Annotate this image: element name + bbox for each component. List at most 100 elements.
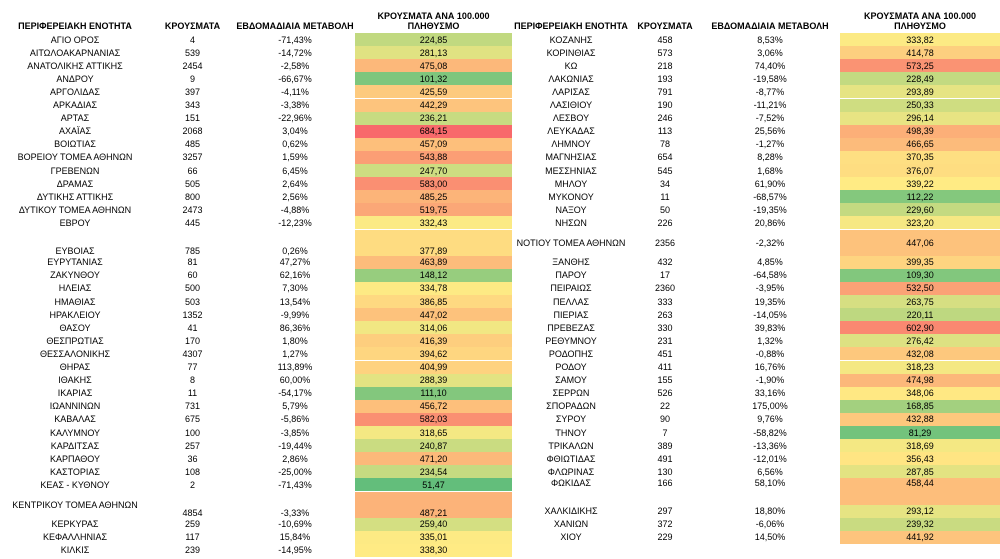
cases-per-100k: 168,85 bbox=[840, 399, 1000, 413]
cases: 9 bbox=[189, 73, 195, 84]
region-name: ΗΡΑΚΛΕΙΟΥ bbox=[49, 309, 101, 320]
weekly-change: 15,84% bbox=[279, 532, 311, 543]
cases-per-100k: 259,40 bbox=[355, 517, 512, 531]
cases: 41 bbox=[187, 322, 198, 333]
cases-per-100k: 263,75 bbox=[840, 295, 1000, 309]
region-name: ΠΕΛΛΑΣ bbox=[552, 296, 590, 307]
cases-per-100k: 228,49 bbox=[840, 72, 1000, 86]
weekly-change: 60,00% bbox=[279, 375, 311, 386]
weekly-change: 3,04% bbox=[282, 126, 308, 137]
cases: 397 bbox=[184, 86, 201, 97]
region-name: ΜΗΛΟΥ bbox=[554, 178, 588, 189]
region-name: ΧΑΝΙΩΝ bbox=[553, 519, 589, 530]
region-name: ΔΡΑΜΑΣ bbox=[56, 178, 94, 189]
weekly-change: 1,27% bbox=[282, 348, 308, 359]
cases-per-100k: 519,75 bbox=[355, 203, 512, 217]
region-name: ΧΙΟΥ bbox=[560, 532, 582, 543]
cases: 2356 bbox=[654, 237, 676, 248]
region-name: ΠΑΡΟΥ bbox=[555, 270, 587, 281]
cases-per-100k: 441,92 bbox=[840, 530, 1000, 544]
cases-per-100k: 532,50 bbox=[840, 281, 1000, 295]
weekly-change: -68,57% bbox=[753, 191, 787, 202]
region-name: ΚΕΑΣ - ΚΥΘΝΟΥ bbox=[40, 479, 110, 490]
region-name: ΣΕΡΡΩΝ bbox=[552, 388, 590, 399]
region-name: ΣΥΡΟΥ bbox=[555, 414, 587, 425]
region-name: ΛΑΣΙΘΙΟΥ bbox=[549, 100, 593, 111]
cases: 100 bbox=[184, 427, 201, 438]
weekly-change: -2,32% bbox=[755, 237, 785, 248]
column-header: ΕΒΔΟΜΑΔΙΑΙΑ ΜΕΤΑΒΟΛΗ bbox=[711, 21, 829, 31]
cases-per-100k: 583,00 bbox=[355, 177, 512, 191]
cases: 117 bbox=[185, 532, 200, 543]
region-name: ΜΑΓΝΗΣΙΑΣ bbox=[545, 152, 597, 163]
weekly-change: 62,16% bbox=[279, 270, 311, 281]
region-name: ΚΑΡΔΙΤΣΑΣ bbox=[50, 440, 100, 451]
region-name: ΘΕΣΣΑΛΟΝΙΚΗΣ bbox=[39, 348, 111, 359]
cases-per-100k: 220,11 bbox=[840, 308, 1000, 322]
region-name: ΓΡΕΒΕΝΩΝ bbox=[50, 165, 100, 176]
column-header: ΚΡΟΥΣΜΑΤΑ ΑΝΑ 100.000 ΠΛΗΘΥΣΜΟ bbox=[864, 11, 976, 31]
cases-per-100k: 432,88 bbox=[840, 412, 1000, 426]
weekly-change: -10,69% bbox=[278, 519, 312, 530]
cases: 675 bbox=[184, 414, 201, 425]
cases-per-100k: 447,06 bbox=[840, 229, 1000, 256]
cases-per-100k: 485,25 bbox=[355, 190, 512, 204]
cases: 2360 bbox=[654, 283, 676, 294]
region-name: ΕΥΡΥΤΑΝΙΑΣ bbox=[47, 257, 103, 268]
cases-per-100k: 318,23 bbox=[840, 360, 1000, 374]
cases-per-100k: 229,60 bbox=[840, 203, 1000, 217]
weekly-change: -22,96% bbox=[278, 113, 312, 124]
weekly-change: -7,52% bbox=[755, 113, 785, 124]
region-name: ΘΗΡΑΣ bbox=[59, 362, 91, 373]
cases-per-100k: 318,69 bbox=[840, 439, 1000, 453]
cases-per-100k: 111,10 bbox=[355, 386, 512, 400]
region-name: ΚΑΒΑΛΑΣ bbox=[54, 414, 96, 425]
weekly-change: 175,00% bbox=[752, 401, 788, 412]
weekly-change: 2,56% bbox=[282, 191, 308, 202]
weekly-change: -8,77% bbox=[755, 86, 785, 97]
cases-per-100k: 543,88 bbox=[355, 150, 512, 164]
region-name: ΣΠΟΡΑΔΩΝ bbox=[546, 401, 596, 412]
weekly-change: 13,54% bbox=[279, 296, 311, 307]
region-name: ΑΓΙΟ ΟΡΟΣ bbox=[50, 34, 100, 45]
weekly-change: -2,58% bbox=[280, 60, 310, 71]
region-name: ΣΑΜΟΥ bbox=[555, 375, 587, 386]
weekly-change: 2,86% bbox=[282, 453, 308, 464]
weekly-change: -19,35% bbox=[753, 204, 787, 215]
region-name: ΔΥΤΙΚΟΥ ΤΟΜΕΑ ΑΘΗΝΩΝ bbox=[18, 204, 132, 215]
weekly-change: -13,36% bbox=[753, 440, 787, 451]
weekly-change: -71,43% bbox=[278, 479, 312, 490]
cases-per-100k: 281,13 bbox=[355, 46, 512, 60]
weekly-change: -58,82% bbox=[753, 427, 787, 438]
cases-per-100k: 348,06 bbox=[840, 386, 1000, 400]
region-name: ΡΟΔΟΥ bbox=[555, 362, 587, 373]
region-name: ΚΙΛΚΙΣ bbox=[60, 545, 90, 556]
weekly-change: -12,01% bbox=[753, 453, 787, 464]
region-name: ΛΕΥΚΑΔΑΣ bbox=[547, 126, 595, 137]
cases: 218 bbox=[657, 60, 673, 71]
weekly-change: -64,58% bbox=[753, 270, 787, 281]
cases: 231 bbox=[657, 335, 673, 346]
weekly-change: 113,89% bbox=[277, 362, 313, 373]
cases-per-100k: 487,21 bbox=[355, 491, 512, 518]
cases: 66 bbox=[187, 165, 198, 176]
cases-per-100k: 356,43 bbox=[840, 452, 1000, 466]
weekly-change: 33,16% bbox=[754, 388, 786, 399]
cases-per-100k: 386,85 bbox=[355, 295, 512, 309]
weekly-change: -3,95% bbox=[755, 283, 785, 294]
weekly-change: 58,10% bbox=[754, 478, 786, 489]
weekly-change: -3,85% bbox=[280, 427, 310, 438]
cases: 445 bbox=[184, 217, 201, 228]
region-name: ΝΟΤΙΟΥ ΤΟΜΕΑ ΑΘΗΝΩΝ bbox=[516, 237, 626, 248]
region-name: ΦΛΩΡΙΝΑΣ bbox=[547, 466, 595, 477]
region-name: ΚΕΝΤΡΙΚΟΥ ΤΟΜΕΑ ΑΘΗΝΩΝ bbox=[12, 499, 138, 510]
cases-per-100k: 463,89 bbox=[355, 255, 512, 269]
cases: 500 bbox=[184, 283, 201, 294]
cases-per-100k: 457,09 bbox=[355, 137, 512, 151]
region-name: ΑΝΔΡΟΥ bbox=[56, 73, 94, 84]
weekly-change: -3,38% bbox=[280, 100, 310, 111]
cases-per-100k: 684,15 bbox=[355, 124, 512, 138]
cases: 372 bbox=[657, 519, 673, 530]
cases: 8 bbox=[189, 375, 195, 386]
weekly-change: 1,32% bbox=[757, 335, 783, 346]
